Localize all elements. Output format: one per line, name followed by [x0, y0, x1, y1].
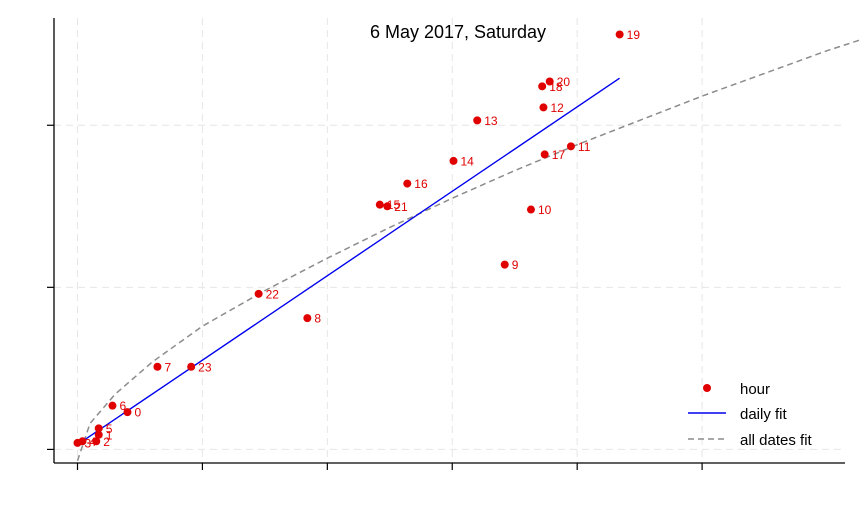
- point-label: 10: [538, 203, 552, 217]
- point-label: 6: [119, 399, 126, 413]
- data-point: [94, 430, 103, 439]
- grid: [54, 18, 845, 463]
- data-point: [78, 437, 87, 446]
- data-point: [375, 200, 384, 209]
- point-label: 9: [512, 258, 519, 272]
- data-point: [539, 103, 548, 112]
- point-label: 2: [103, 435, 110, 449]
- axes: [47, 18, 845, 470]
- legend-label-hour: hour: [740, 381, 770, 398]
- data-point: [473, 116, 482, 125]
- fit-lines: [76, 39, 860, 462]
- data-point: [449, 156, 458, 165]
- point-label: 12: [550, 101, 564, 115]
- data-point: [615, 30, 624, 39]
- point-label: 3: [84, 436, 91, 450]
- point-label: 20: [557, 75, 571, 89]
- data-point: [92, 437, 101, 446]
- data-point: [94, 424, 103, 433]
- point-label: 5: [106, 422, 113, 436]
- point-label: 17: [552, 148, 566, 162]
- data-point: [123, 408, 132, 417]
- data-point: [403, 179, 412, 188]
- point-label: 23: [198, 360, 212, 374]
- data-point: [108, 401, 117, 410]
- legend-label-all-dates-fit: all dates fit: [740, 432, 813, 449]
- data-point: [383, 202, 392, 211]
- legend-label-daily-fit: daily fit: [740, 406, 788, 423]
- point-label: 1: [106, 428, 113, 442]
- data-point: [303, 314, 312, 323]
- legend-marker-hour: [703, 384, 711, 392]
- data-point: [540, 150, 549, 159]
- point-label: 21: [394, 200, 408, 214]
- legend: hour daily fit all dates fit: [688, 381, 813, 449]
- data-point: [526, 205, 535, 214]
- point-label: 7: [164, 360, 171, 374]
- daily-fit-line: [77, 77, 620, 446]
- data-point: [500, 260, 509, 269]
- point-label: 11: [578, 140, 591, 154]
- point-label: 13: [484, 114, 498, 128]
- point-label: 16: [414, 177, 428, 191]
- point-label: 8: [314, 312, 321, 326]
- chart-title: 6 May 2017, Saturday: [370, 22, 546, 42]
- data-point: [545, 77, 554, 86]
- data-point: [538, 82, 547, 91]
- point-label: 22: [266, 287, 280, 301]
- data-point: [153, 362, 162, 371]
- point-label: 4: [89, 435, 96, 449]
- point-label: 14: [461, 154, 475, 168]
- data-point: [566, 142, 575, 151]
- point-label: 19: [627, 28, 641, 42]
- point-label: 0: [134, 406, 141, 420]
- data-point: [187, 362, 196, 371]
- data-point: [254, 289, 263, 298]
